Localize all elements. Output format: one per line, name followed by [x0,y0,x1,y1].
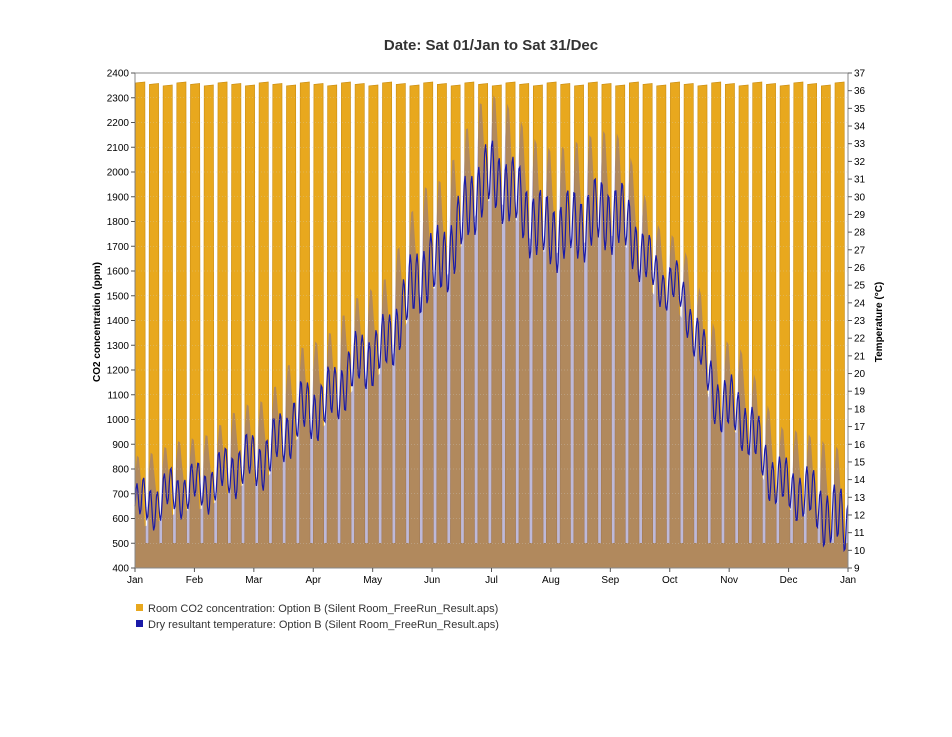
legend: Room CO2 concentration: Option B (Silent… [136,603,499,631]
temperature-series-line [134,140,849,553]
y-right-tick-label: 15 [854,457,866,468]
y-left-tick-label: 1900 [107,192,130,203]
y-left-tick-label: 1300 [107,341,130,352]
y-right-tick-label: 35 [854,104,866,115]
y-left-tick-label: 2300 [107,93,130,104]
y-right-tick-label: 16 [854,440,866,451]
y-right-tick-label: 23 [854,316,866,327]
y-right-tick-label: 31 [854,175,866,186]
x-tick-label: Dec [780,575,798,586]
x-tick-label: Mar [245,575,263,586]
y-right-tick-label: 18 [854,404,866,415]
y-axis-left-label: CO2 concentration (ppm) [92,262,103,382]
y-left-tick-label: 800 [112,465,129,476]
x-tick-label: Apr [305,575,321,586]
y-left-tick-label: 1200 [107,366,130,377]
y-left-tick-label: 400 [112,564,129,575]
legend-label: Room CO2 concentration: Option B (Silent… [148,603,498,615]
y-left-tick-label: 2200 [107,118,130,129]
y-left-tick-label: 2000 [107,168,130,179]
y-right-tick-label: 33 [854,139,866,150]
x-tick-label: Oct [662,575,678,586]
y-right-tick-label: 19 [854,387,866,398]
y-right-tick-label: 26 [854,263,866,274]
y-right-tick-label: 9 [854,564,860,575]
y-left-tick-label: 500 [112,539,129,550]
y-left-tick-label: 1000 [107,415,130,426]
x-tick-label: Jan [127,575,143,586]
y-right-tick-label: 11 [854,528,865,539]
plot-area [134,72,849,569]
y-right-tick-label: 27 [854,245,866,256]
y-right-tick-label: 20 [854,369,866,380]
y-left-tick-label: 600 [112,514,129,525]
x-tick-label: Jun [424,575,440,586]
y-right-tick-label: 30 [854,192,866,203]
x-tick-label: May [363,575,382,586]
x-tick-label: Aug [542,575,560,586]
y-axis-right-label: Temperature (°C) [874,282,885,363]
y-left-tick-label: 1600 [107,267,130,278]
y-right-tick-label: 10 [854,546,866,557]
x-tick-label: Sep [601,575,619,586]
y-right-tick-label: 17 [854,422,866,433]
y-right-tick-label: 28 [854,228,866,239]
y-right-tick-label: 34 [854,122,866,133]
y-left-tick-label: 2400 [107,69,130,80]
y-left-tick-label: 1400 [107,316,130,327]
y-left-tick-label: 1800 [107,217,130,228]
y-right-tick-label: 13 [854,493,866,504]
y-left-tick-label: 1100 [107,390,129,401]
axes: 400 500 600 700 800 900 1000 1100 1200 1300 1400 15… [107,69,866,587]
y-left-tick-label: 1700 [107,242,130,253]
y-right-tick-label: 12 [854,510,866,521]
x-tick-label: Jul [485,575,498,586]
co2-series-area [134,81,849,569]
y-right-tick-label: 22 [854,334,866,345]
legend-swatch [136,620,143,627]
y-left-tick-label: 1500 [107,291,130,302]
y-left-tick-label: 700 [112,489,129,500]
legend-label: Dry resultant temperature: Option B (Sil… [148,619,499,631]
chart-title: Date: Sat 01/Jan to Sat 31/Dec [384,37,598,54]
y-right-tick-label: 14 [854,475,866,486]
y-left-tick-label: 900 [112,440,129,451]
x-tick-label: Nov [720,575,738,586]
y-right-tick-label: 21 [854,351,866,362]
y-right-tick-label: 37 [854,69,866,80]
x-tick-label: Jan [840,575,856,586]
legend-swatch [136,604,143,611]
y-left-tick-label: 2100 [107,143,130,154]
y-right-tick-label: 32 [854,157,866,168]
y-right-tick-label: 29 [854,210,866,221]
y-right-tick-label: 36 [854,86,866,97]
temperature-envelope [135,95,848,568]
x-tick-label: Feb [186,575,204,586]
y-right-tick-label: 24 [854,298,866,309]
y-right-tick-label: 25 [854,281,866,292]
